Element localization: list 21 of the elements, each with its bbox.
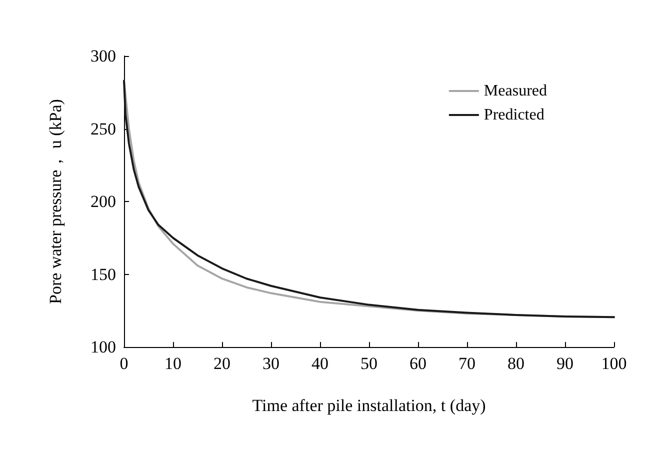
- x-tick-label: 50: [360, 354, 378, 373]
- x-tick-label: 60: [410, 354, 426, 373]
- y-tick-label: 300: [90, 46, 116, 66]
- x-tick-label: 0: [120, 354, 128, 373]
- x-tick-label: 80: [508, 354, 524, 373]
- x-axis-title: Time after pile installation, t (day): [252, 396, 486, 415]
- y-axis-title: Pore water pressure， u (kPa): [46, 99, 65, 304]
- line-series: [123, 80, 615, 318]
- legend-label: Measured: [484, 82, 548, 100]
- x-tick-label: 90: [556, 354, 574, 373]
- x-tick-label: 40: [312, 354, 328, 373]
- x-tick-label: 100: [601, 354, 627, 373]
- x-tick-label: 10: [164, 354, 182, 373]
- y-tick-label: 150: [90, 264, 116, 284]
- y-tick-label: 250: [90, 119, 116, 138]
- legend-label: Predicted: [484, 106, 544, 124]
- x-tick-label: 70: [458, 354, 476, 373]
- y-tick-label: 200: [90, 192, 116, 211]
- x-tick-label: 20: [214, 354, 230, 373]
- y-tick-label: 100: [90, 338, 116, 356]
- x-tick-label: 30: [262, 354, 280, 373]
